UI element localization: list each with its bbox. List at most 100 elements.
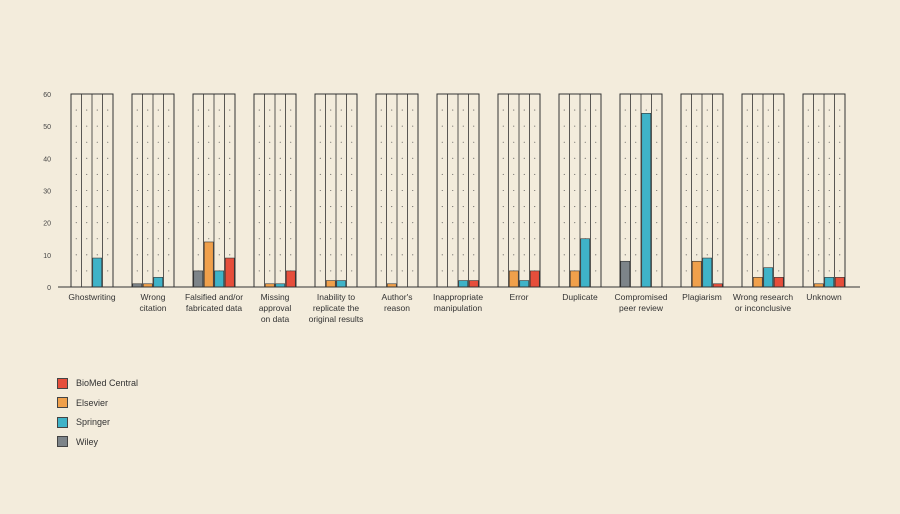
grid-dot [136,206,138,208]
grid-dot [157,157,159,159]
x-tick-label: peer review [619,303,664,313]
grid-dot [696,157,698,159]
grid-dot [351,141,353,143]
grid-dot [290,173,292,175]
grid-dot [412,222,414,224]
grid-dot [595,157,597,159]
grid-dot [818,238,820,240]
grid-dot [828,270,830,272]
grid-dot [534,254,536,256]
grid-dot [574,206,576,208]
grid-dot [818,254,820,256]
grid-dot [574,125,576,127]
grid-dot [584,109,586,111]
grid-dot [269,222,271,224]
grid-dot [746,189,748,192]
grid-dot [258,189,260,192]
grid-dot [624,206,626,208]
grid-dot [513,125,515,127]
grid-dot [462,270,464,272]
grid-dot [462,157,464,159]
grid-dot [168,141,170,143]
grid-dot [807,189,809,192]
grid-dot [462,109,464,111]
grid-dot [635,270,637,272]
grid-dot [86,141,88,143]
grid-dot [746,125,748,127]
grid-dot [208,141,210,143]
bar [458,280,469,288]
grid-dot [767,189,769,192]
bar [92,257,103,288]
grid-dot [452,254,454,256]
grid-dot [319,206,321,208]
x-tick-label: fabricated data [186,303,243,313]
grid-dot [523,125,525,127]
grid-dot [197,206,199,208]
grid-dot [147,141,149,143]
grid-dot [380,222,382,224]
grid-dot [107,157,109,159]
grid-dot [746,270,748,272]
grid-dot [136,125,138,127]
grid-dot [523,173,525,175]
grid-dot [218,222,220,224]
grid-dot [290,109,292,111]
grid-dot [635,173,637,175]
legend-swatch-wiley [57,436,68,447]
grid-dot [441,270,443,272]
grid-dot [574,157,576,159]
grid-dot [574,189,576,192]
grid-dot [767,141,769,143]
grid-dot [746,254,748,256]
grid-dot [340,238,342,240]
grid-dot [279,109,281,111]
grid-dot [746,109,748,111]
grid-dot [818,141,820,143]
grid-dot [757,141,759,143]
grid-dot [828,141,830,143]
grid-dot [340,125,342,127]
grid-dot [258,238,260,240]
grid-dot [635,125,637,127]
grid-dot [584,206,586,208]
grid-dot [574,141,576,143]
grid-dot [441,157,443,159]
grid-dot [229,222,231,224]
grid-dot [147,157,149,159]
grid-dot [319,189,321,192]
grid-dot [168,173,170,175]
grid-dot [839,254,841,256]
category-panel [192,93,236,288]
grid-dot [391,222,393,224]
legend-label: Elsevier [76,397,109,408]
grid-dot [685,157,687,159]
grid-dot [330,125,332,127]
grid-dot [473,173,475,175]
grid-dot [595,222,597,224]
grid-dot [157,109,159,111]
grid-dot [380,238,382,240]
grid-dot [635,157,637,159]
grid-dot [757,270,759,272]
grid-dot [391,189,393,192]
grid-dot [595,109,597,111]
grid-dot [218,141,220,143]
grid-dot [595,238,597,240]
grid-dot [807,254,809,256]
grid-dot [441,173,443,175]
grid-dot [340,189,342,192]
x-tick-label: Author's [382,292,413,302]
grid-dot [380,254,382,256]
grid-dot [147,254,149,256]
grid-dot [563,125,565,127]
grid-dot [279,173,281,175]
grid-dot [757,189,759,192]
grid-dot [635,222,637,224]
grid-dot [828,173,830,175]
y-tick-label: 40 [43,156,51,163]
bar [773,277,784,288]
grid-dot [229,125,231,127]
grid-dot [147,125,149,127]
grid-dot [401,109,403,111]
